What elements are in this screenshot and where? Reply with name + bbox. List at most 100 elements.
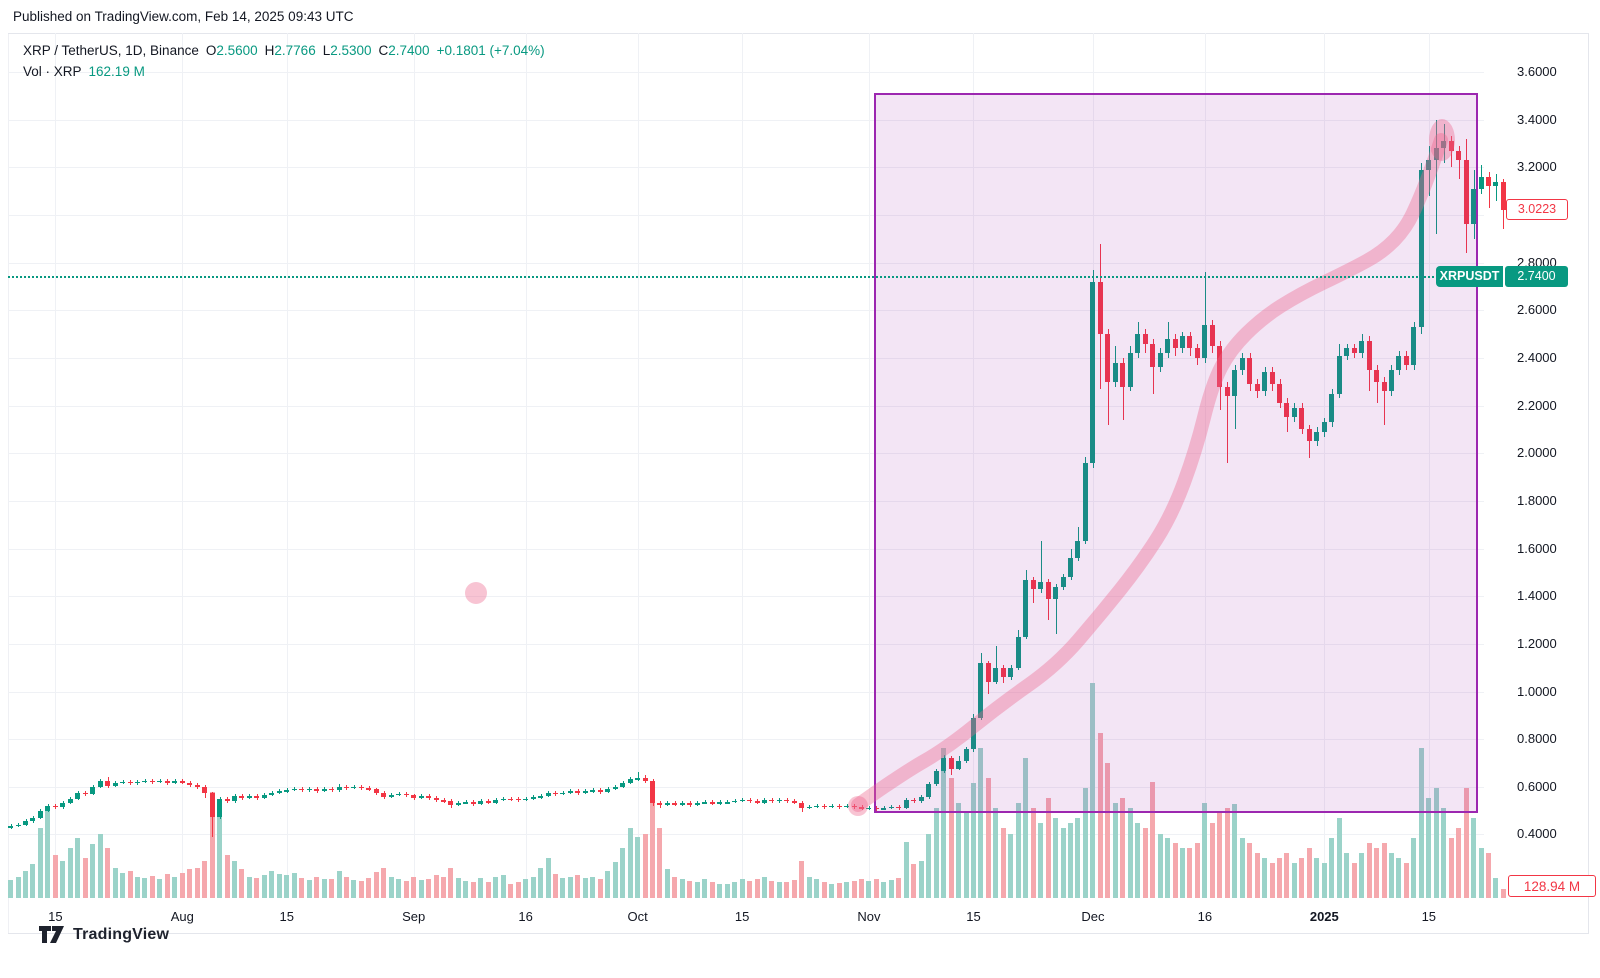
symbol-description[interactable]: XRP / TetherUS, 1D, Binance bbox=[23, 43, 199, 58]
volume-bar bbox=[224, 855, 230, 898]
tradingview-brand-link[interactable]: TradingView bbox=[38, 925, 169, 944]
time-tick-label: 16 bbox=[518, 909, 533, 924]
volume-bar bbox=[1396, 857, 1402, 898]
candle-body bbox=[1269, 372, 1275, 385]
volume-bar bbox=[418, 880, 424, 898]
volume-bar bbox=[1486, 852, 1492, 898]
highlight-rectangle-annotation[interactable] bbox=[874, 93, 1478, 813]
volume-bar bbox=[724, 884, 730, 898]
volume-bar bbox=[963, 812, 969, 898]
volume-bar bbox=[1306, 847, 1312, 898]
volume-bar bbox=[814, 879, 820, 898]
volume-bar bbox=[463, 880, 469, 898]
volume-bar bbox=[1277, 857, 1283, 898]
candle-body bbox=[97, 780, 103, 787]
candle-body bbox=[1023, 579, 1029, 637]
volume-bar bbox=[1374, 847, 1380, 898]
low-value: 2.5300 bbox=[330, 43, 372, 58]
volume-bar bbox=[829, 883, 835, 898]
candle-body bbox=[1359, 341, 1365, 354]
v-gridline bbox=[637, 33, 639, 898]
volume-bar bbox=[1157, 833, 1163, 898]
candle-body bbox=[1381, 381, 1387, 392]
volume-bar bbox=[448, 867, 454, 898]
candle-body bbox=[470, 802, 476, 804]
volume-bar bbox=[157, 879, 163, 898]
volume-bar bbox=[806, 876, 812, 898]
candle-body bbox=[1403, 355, 1409, 366]
volume-bar bbox=[635, 837, 641, 898]
candle-body bbox=[1411, 326, 1417, 366]
candle-body bbox=[814, 805, 820, 808]
candle-body bbox=[515, 798, 521, 801]
candle-body bbox=[888, 806, 894, 809]
time-tick-label: Oct bbox=[627, 909, 648, 924]
volume-bar bbox=[1194, 842, 1200, 898]
volume-bar bbox=[239, 869, 245, 898]
volume-bar bbox=[776, 882, 782, 898]
volume-bar bbox=[709, 881, 715, 898]
volume-bar bbox=[1284, 852, 1290, 898]
candle-body bbox=[1351, 348, 1357, 354]
candle-wick bbox=[1428, 145, 1430, 196]
candle-wick bbox=[1227, 381, 1229, 463]
candle-wick bbox=[1234, 365, 1236, 430]
candle-body bbox=[1120, 362, 1126, 387]
volume-bar bbox=[1112, 802, 1118, 898]
candle-body bbox=[1344, 348, 1350, 356]
volume-bar bbox=[970, 783, 976, 898]
volume-bar bbox=[866, 880, 872, 898]
volume-bar bbox=[1359, 852, 1365, 898]
candle-body bbox=[1277, 384, 1283, 404]
price-line-value-label: 2.7400 bbox=[1505, 265, 1568, 287]
candle-body bbox=[1321, 422, 1327, 432]
candle-body bbox=[1284, 403, 1290, 418]
candle-body bbox=[1000, 667, 1006, 678]
volume-bar bbox=[1344, 852, 1350, 898]
price-tick-label: 3.4000 bbox=[1517, 111, 1557, 127]
volume-bar bbox=[1127, 807, 1133, 898]
candle-body bbox=[567, 791, 573, 793]
candle-body bbox=[739, 799, 745, 802]
candle-body bbox=[1433, 148, 1439, 161]
candle-body bbox=[291, 788, 297, 791]
candle-body bbox=[455, 803, 461, 805]
candle-body bbox=[1038, 581, 1044, 590]
v-gridline bbox=[413, 33, 415, 898]
volume-bar bbox=[903, 842, 909, 898]
volume-bar bbox=[321, 878, 327, 898]
candle-wick bbox=[1436, 119, 1438, 234]
volume-bar bbox=[545, 857, 551, 898]
candle-body bbox=[1299, 407, 1305, 430]
candle-body bbox=[493, 799, 499, 803]
volume-bar bbox=[739, 879, 745, 898]
volume-bar bbox=[1463, 787, 1469, 898]
volume-bar bbox=[851, 880, 857, 898]
price-tick-label: 3.2000 bbox=[1517, 159, 1557, 175]
volume-bar bbox=[575, 875, 581, 898]
volume-bar bbox=[120, 872, 126, 898]
candle-body bbox=[650, 780, 656, 804]
candle-body bbox=[1053, 586, 1059, 599]
volume-bar bbox=[769, 880, 775, 898]
ohlc-legend[interactable]: XRP / TetherUS, 1D, Binance O2.5600 H2.776… bbox=[23, 43, 545, 58]
volume-bar bbox=[694, 882, 700, 898]
volume-bar bbox=[373, 872, 379, 898]
h-gridline bbox=[8, 214, 1484, 216]
volume-bar bbox=[1321, 862, 1327, 898]
price-tick-label: 0.6000 bbox=[1517, 778, 1557, 794]
h-gridline bbox=[8, 500, 1484, 502]
candle-wick bbox=[1495, 174, 1497, 201]
volume-bar bbox=[799, 860, 805, 898]
volume-bar bbox=[127, 870, 133, 898]
candle-body bbox=[418, 796, 424, 798]
price-tick-label: 0.4000 bbox=[1517, 826, 1557, 842]
high-value: 2.7766 bbox=[274, 43, 316, 58]
volume-bar bbox=[15, 876, 21, 898]
volume-legend[interactable]: Vol · XRP 162.19 M bbox=[23, 64, 145, 79]
volume-bar bbox=[1023, 758, 1029, 898]
candle-body bbox=[896, 806, 902, 809]
candle-body bbox=[903, 799, 909, 809]
candle-body bbox=[978, 662, 984, 718]
